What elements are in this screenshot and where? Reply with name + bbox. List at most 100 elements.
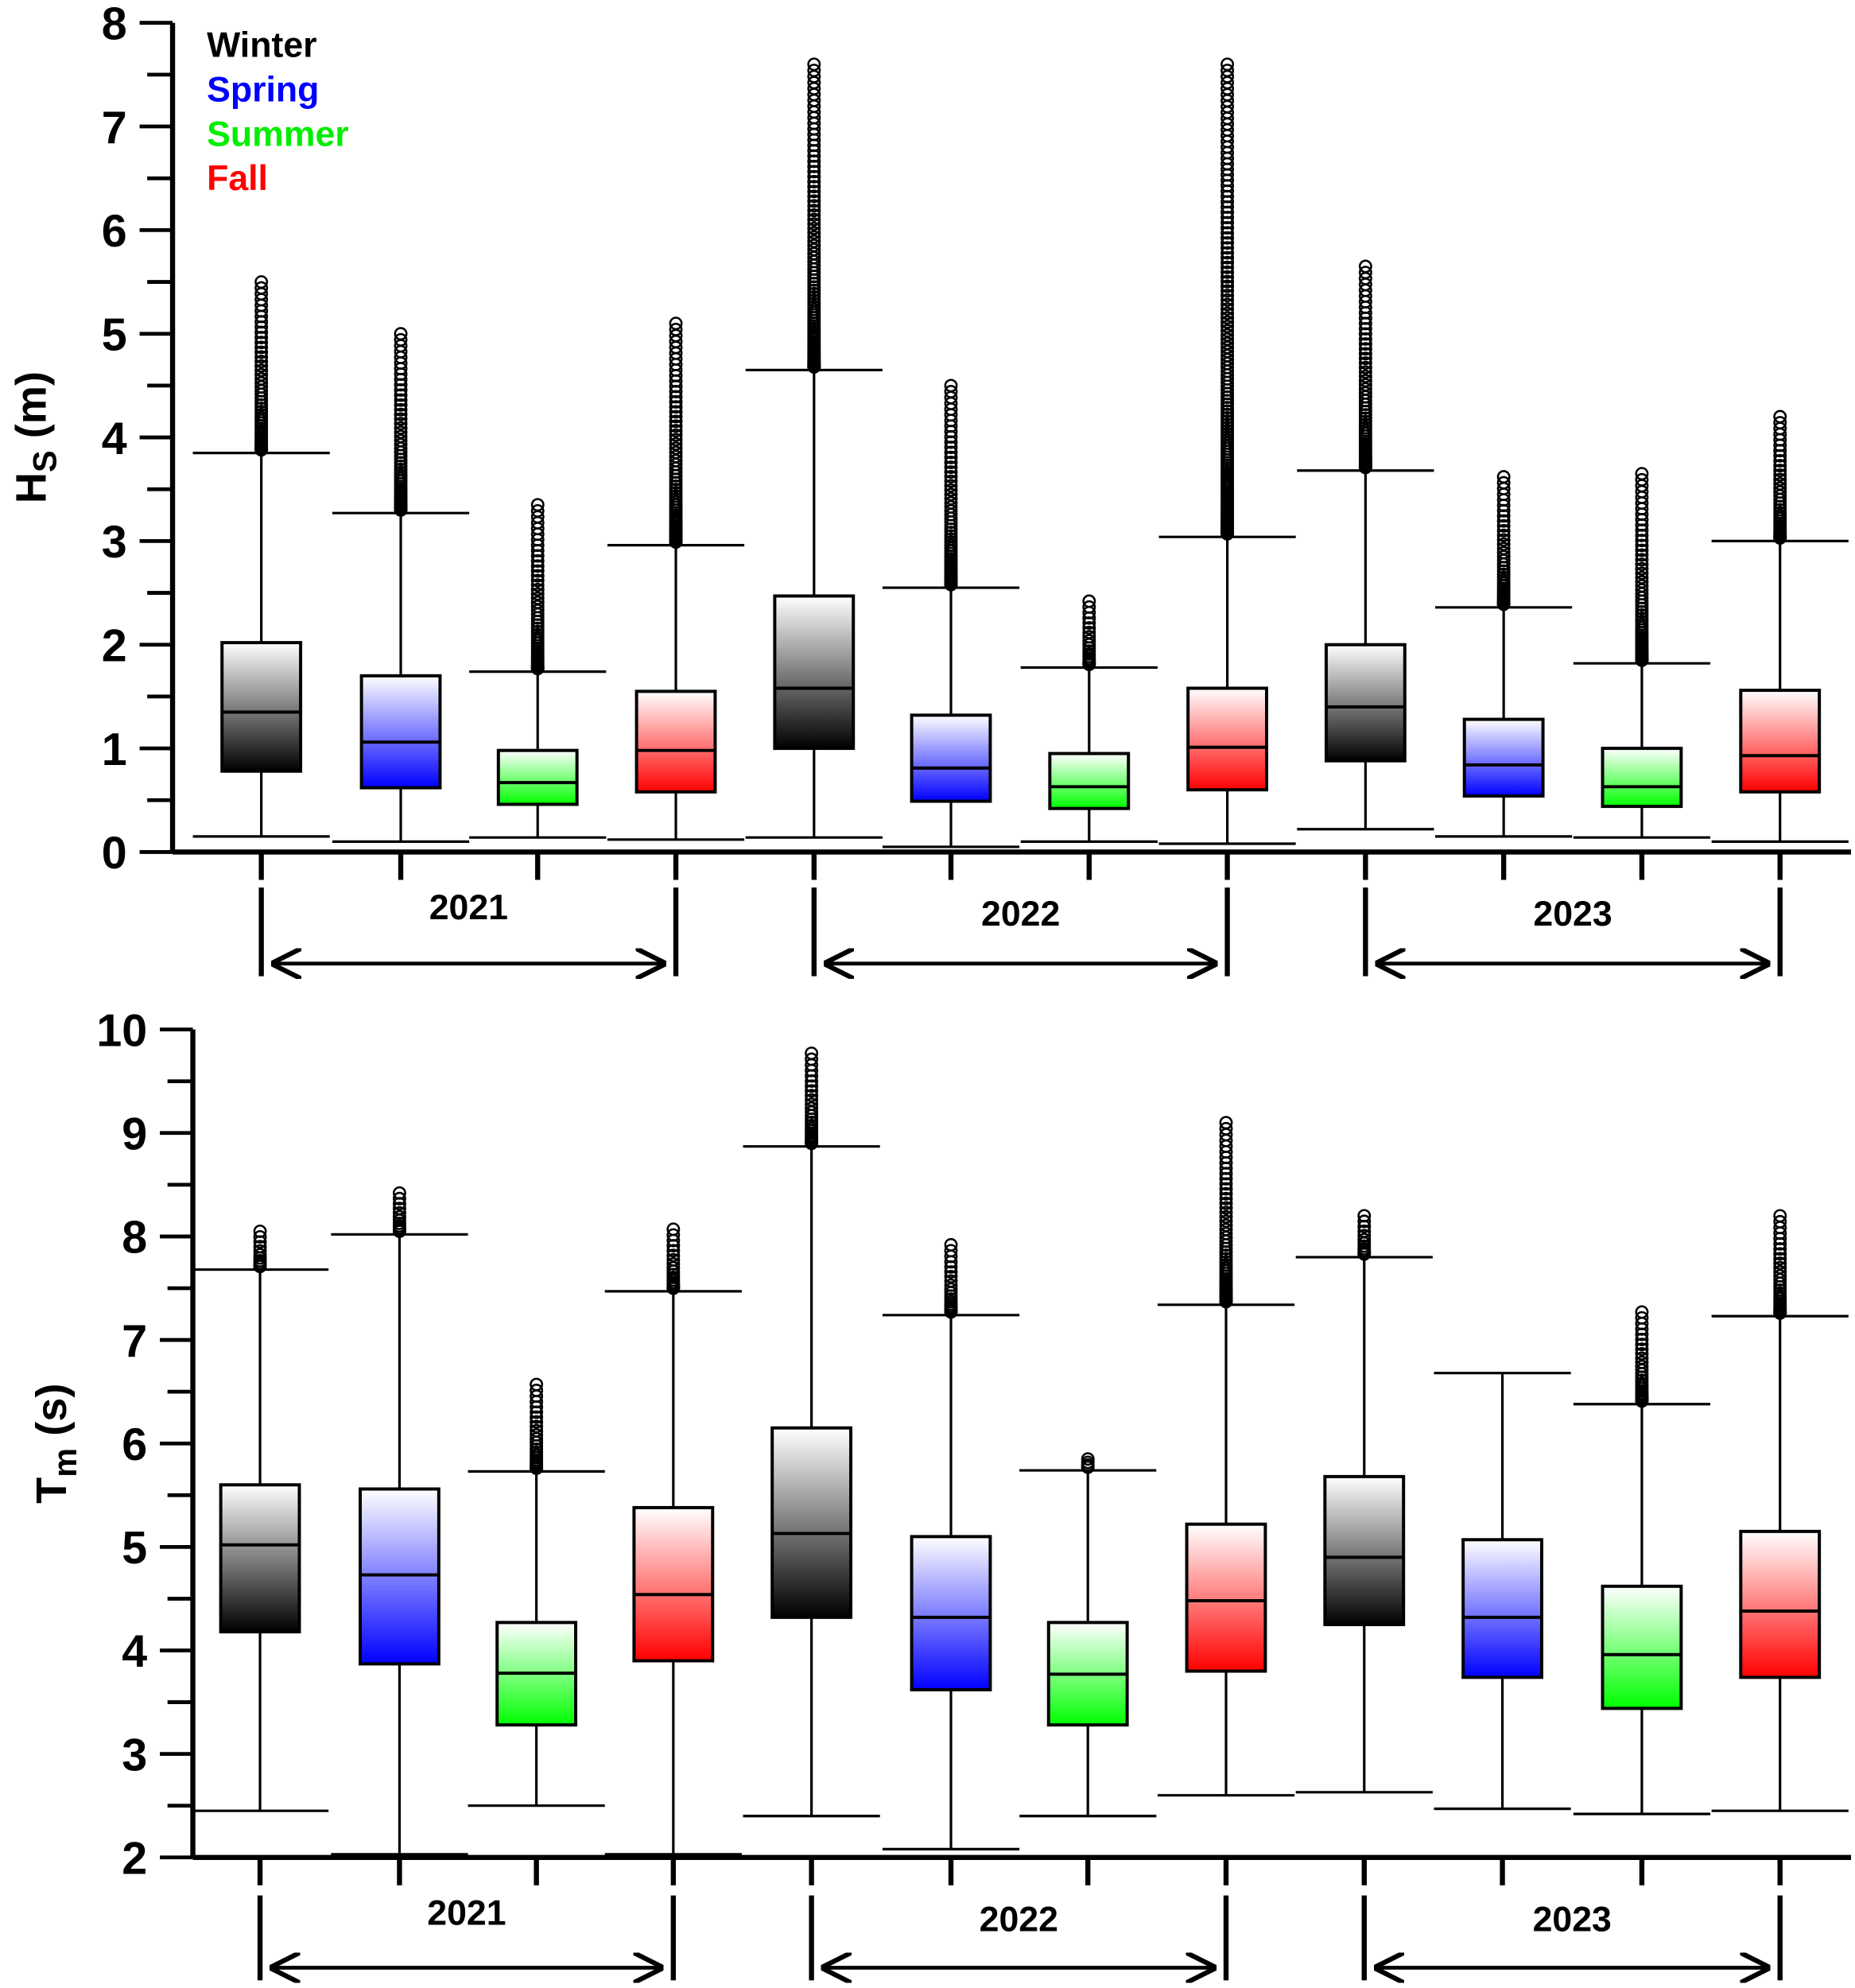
y-tick-label: 5 xyxy=(102,309,127,360)
outlier-point xyxy=(1357,1209,1372,1223)
outlier-point xyxy=(1358,360,1372,375)
y-label-main: H xyxy=(8,472,56,503)
outlier-point xyxy=(530,596,545,610)
outlier-point xyxy=(253,1224,267,1238)
outlier-point xyxy=(254,363,269,378)
outlier-point xyxy=(254,350,269,364)
outlier-point xyxy=(1220,289,1235,303)
outlier-point xyxy=(1773,476,1787,491)
outlier-point xyxy=(669,316,683,331)
outlier-point xyxy=(807,169,821,184)
outlier-point xyxy=(1773,1242,1787,1256)
outlier-point xyxy=(1220,336,1235,351)
year-label: 2023 xyxy=(1533,895,1612,934)
outlier-point xyxy=(1635,1310,1649,1325)
outlier-point xyxy=(394,425,408,440)
outlier-point xyxy=(944,1237,958,1252)
outlier-point xyxy=(1220,332,1235,346)
box-iqr xyxy=(1601,1584,1683,1710)
outlier-point xyxy=(807,194,821,208)
outlier-point xyxy=(530,573,545,588)
outlier-point xyxy=(1635,548,1649,562)
outlier-point xyxy=(805,1093,819,1107)
box-spring-2023 xyxy=(1435,470,1573,838)
outlier-point xyxy=(1220,236,1235,250)
outlier-point xyxy=(1357,1214,1372,1229)
outlier-point xyxy=(944,450,958,464)
outlier-point xyxy=(1496,470,1511,484)
outlier-point xyxy=(944,483,958,497)
outlier-point xyxy=(1219,1121,1233,1136)
box-iqr xyxy=(773,594,856,751)
year-label: 2023 xyxy=(1533,1900,1612,1939)
box-iqr xyxy=(1048,751,1131,810)
outlier-point xyxy=(254,336,269,350)
y-tick-label: 9 xyxy=(122,1109,147,1160)
box-fall-2021 xyxy=(604,1222,742,1856)
outlier-point xyxy=(1220,250,1235,265)
outlier-point xyxy=(1358,365,1372,379)
outlier-point xyxy=(1219,1177,1233,1191)
outlier-point xyxy=(807,230,821,244)
outlier-point xyxy=(944,385,958,398)
outlier-point xyxy=(394,407,408,421)
outlier-point xyxy=(807,217,821,231)
outlier-point xyxy=(530,559,545,573)
outlier-point xyxy=(807,234,821,248)
outlier-point xyxy=(1358,337,1372,351)
outlier-point xyxy=(1220,265,1235,279)
outlier-point xyxy=(1635,579,1649,593)
tm-panel: 2 3 4 5 6 7 8 9 10 Tm (s) 2021 2022 2023 xyxy=(28,1005,1852,1980)
outlier-point xyxy=(1082,621,1096,635)
outlier-point xyxy=(1635,566,1649,580)
outlier-point xyxy=(254,275,269,289)
outlier-point xyxy=(253,1240,267,1254)
outlier-point xyxy=(254,345,269,359)
outlier-point xyxy=(1635,1351,1649,1365)
outlier-point xyxy=(1220,57,1235,72)
outlier-point xyxy=(1220,215,1235,230)
outlier-point xyxy=(1220,302,1235,316)
y-tick-label: 8 xyxy=(122,1213,147,1264)
outlier-point xyxy=(1496,518,1511,533)
outlier-point xyxy=(1635,534,1649,548)
outlier-point xyxy=(1219,1201,1233,1215)
outlier-point xyxy=(805,1089,819,1103)
y-label-unit: (m) xyxy=(8,371,56,450)
outlier-point xyxy=(253,1229,267,1244)
outlier-point xyxy=(1635,570,1649,584)
outlier-point xyxy=(1082,630,1096,644)
box-iqr xyxy=(219,1483,301,1634)
outlier-point xyxy=(669,428,683,442)
outlier-point xyxy=(1219,1116,1233,1130)
outlier-point xyxy=(1773,481,1787,495)
box-summer-2023 xyxy=(1573,467,1711,839)
outlier-point xyxy=(944,487,958,502)
box-iqr xyxy=(1324,643,1407,763)
box-iqr xyxy=(1739,1529,1822,1679)
outlier-point xyxy=(944,495,958,510)
outlier-point xyxy=(392,1206,406,1220)
outlier-point xyxy=(1220,270,1235,284)
outlier-point xyxy=(944,460,958,475)
year-label: 2022 xyxy=(980,1900,1058,1939)
outlier-point xyxy=(1635,1338,1649,1352)
outlier-point xyxy=(805,1084,819,1098)
outlier-point xyxy=(944,1278,958,1292)
outlier-point xyxy=(392,1202,406,1216)
legend-item-summer: Summer xyxy=(207,115,349,153)
box-fall-2023 xyxy=(1711,1209,1849,1812)
outlier-point xyxy=(944,379,958,393)
outlier-point xyxy=(530,1384,544,1397)
outlier-point xyxy=(254,330,269,344)
outlier-point xyxy=(1220,279,1235,293)
outlier-point xyxy=(1635,1342,1649,1357)
outlier-point xyxy=(1358,259,1372,274)
outlier-point xyxy=(1496,542,1511,556)
outlier-point xyxy=(530,1377,544,1392)
box-iqr xyxy=(910,713,992,803)
box-fall-2022 xyxy=(1158,57,1296,845)
y-tick-label: 2 xyxy=(102,620,127,671)
y-tick-label: 7 xyxy=(122,1316,147,1367)
outlier-point xyxy=(944,1265,958,1279)
